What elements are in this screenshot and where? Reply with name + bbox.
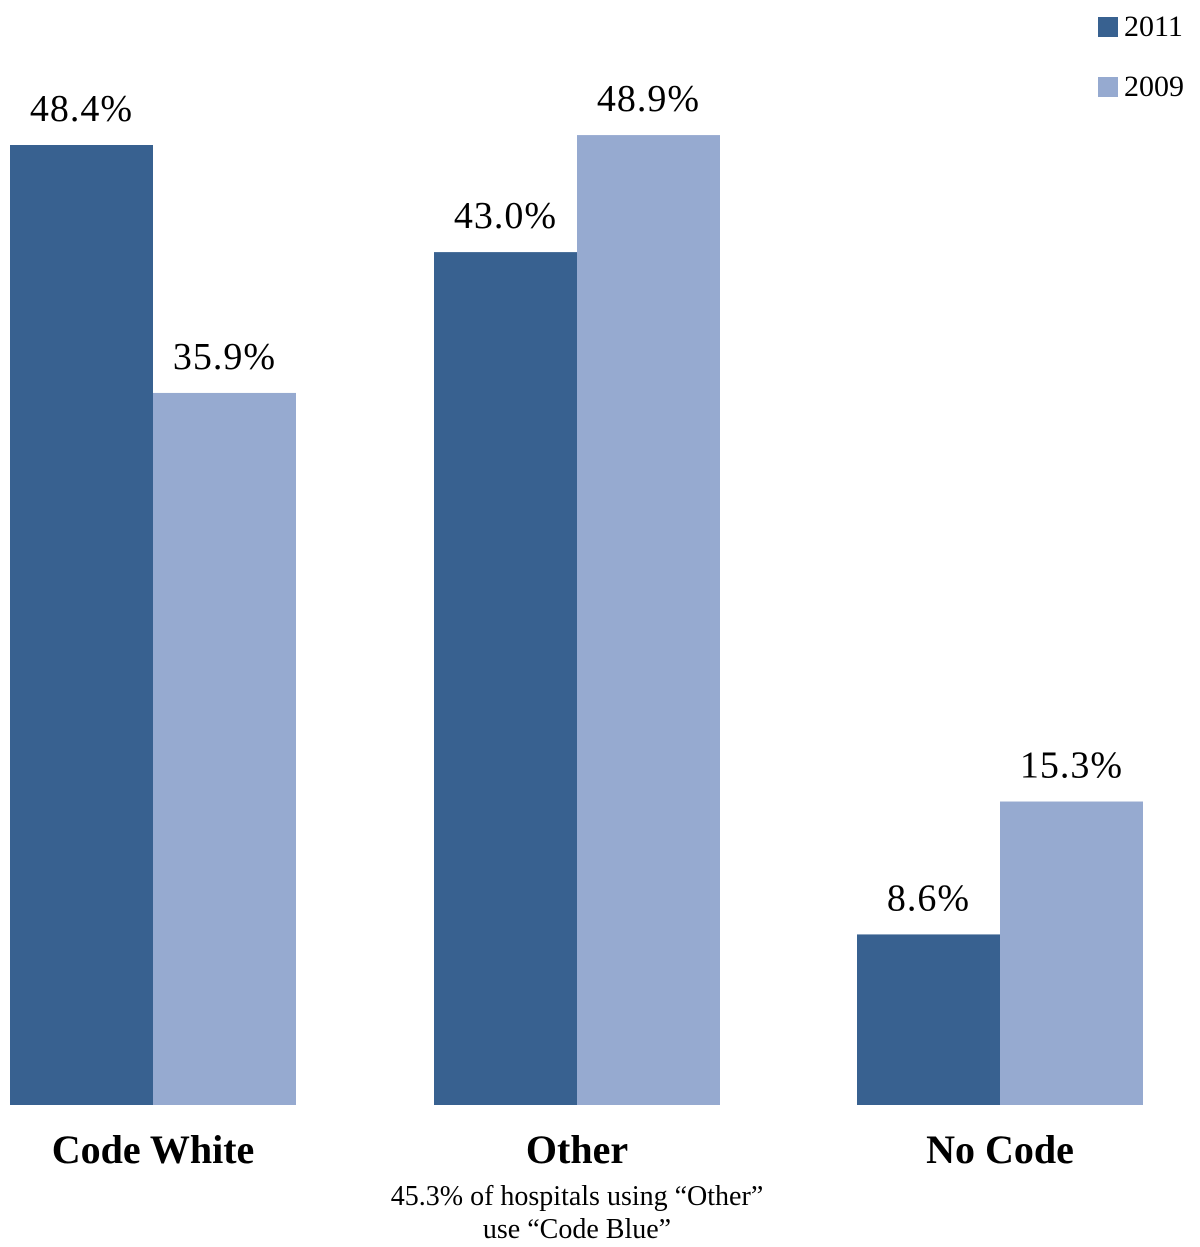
bar-no-code-2011 (857, 934, 1000, 1105)
legend-swatch-2009 (1098, 77, 1118, 97)
value-label-code-white-2009: 35.9% (173, 336, 276, 378)
bar-no-code-2009 (1000, 801, 1143, 1105)
bar-other-2009 (577, 135, 720, 1105)
legend: 2011 2009 (1098, 10, 1184, 103)
bars (10, 135, 1143, 1106)
category-label-code-white: Code White (52, 1127, 255, 1172)
value-label-no-code-2011: 8.6% (887, 877, 970, 919)
bar-code-white-2011 (10, 145, 153, 1105)
annotation-line-2: use “Code Blue” (483, 1214, 671, 1245)
value-labels: 48.4% 35.9% 43.0% 48.9% 8.6% 15.3% (30, 78, 1123, 919)
value-label-other-2011: 43.0% (454, 195, 557, 237)
legend-label-2011: 2011 (1124, 10, 1183, 43)
bar-other-2011 (434, 252, 577, 1106)
value-label-other-2009: 48.9% (597, 78, 700, 120)
annotation-line-1: 45.3% of hospitals using “Other” (391, 1181, 764, 1212)
category-label-no-code: No Code (926, 1127, 1074, 1172)
bar-code-white-2009 (153, 392, 296, 1105)
annotations: 45.3% of hospitals using “Other”use “Cod… (391, 1181, 764, 1245)
category-labels: Code White Other No Code (52, 1127, 1074, 1172)
category-label-other: Other (526, 1127, 628, 1172)
value-label-code-white-2011: 48.4% (30, 88, 133, 130)
legend-label-2009: 2009 (1124, 70, 1184, 103)
value-label-no-code-2009: 15.3% (1020, 745, 1123, 787)
legend-swatch-2011 (1098, 17, 1118, 37)
